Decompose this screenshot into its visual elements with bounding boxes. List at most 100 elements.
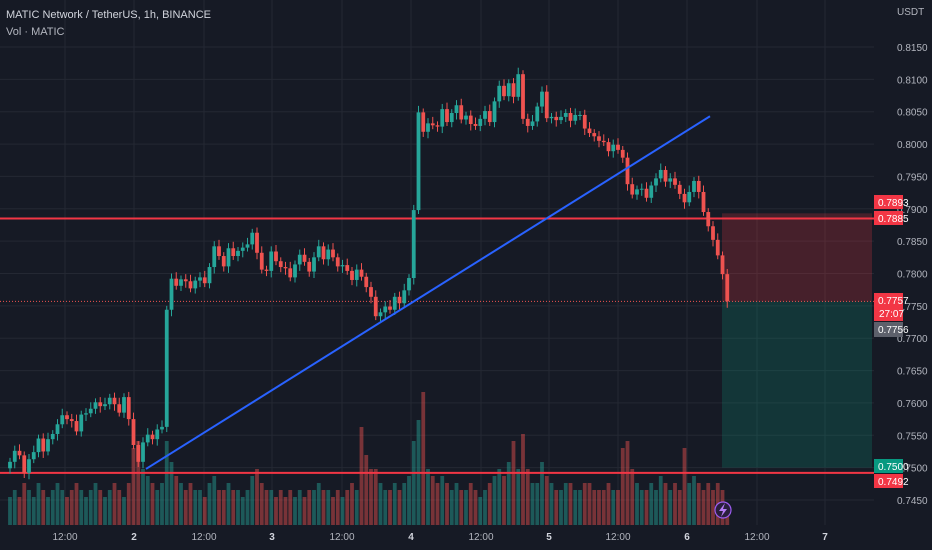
volume-bar (402, 483, 407, 525)
volume-bar (440, 476, 445, 525)
candle-body (525, 118, 530, 126)
candle-body (530, 121, 535, 126)
volume-legend[interactable]: Vol · MATIC (6, 26, 65, 38)
candle-body (692, 180, 696, 192)
candle-body (74, 421, 79, 432)
volume-bar (274, 497, 278, 525)
volume-bar (511, 441, 516, 525)
volume-bar (297, 490, 302, 525)
candle-body (487, 111, 492, 123)
volume-bar (36, 483, 41, 525)
candle-body (682, 193, 687, 203)
candle-body (22, 455, 27, 473)
stop-loss-zone (722, 213, 872, 302)
volume-bar (255, 469, 259, 525)
volume-bar (492, 476, 497, 525)
candle-body (164, 309, 169, 427)
volume-bar (335, 490, 340, 525)
volume-bar (207, 483, 212, 525)
volume-bar (98, 490, 103, 525)
volume-bar (316, 483, 321, 525)
time-axis[interactable]: 12:00 2 12:00 3 12:00 4 12:00 5 12:00 6 12:00 7 (52, 532, 828, 543)
volume-bar (663, 483, 668, 525)
volume-bar (611, 490, 616, 525)
y-tick-label: 0.7550 (897, 431, 928, 442)
y-tick-label: 0.7500 (897, 464, 928, 475)
candle-body (521, 74, 525, 119)
candle-body (160, 426, 164, 430)
candle-body (587, 128, 592, 134)
x-tick-label: 2 (131, 532, 137, 543)
x-tick-label: 7 (822, 532, 828, 543)
candle-body (402, 290, 407, 304)
symbol-legend[interactable]: MATIC Network / TetherUS, 1h, BINANCE (6, 9, 211, 21)
volume-bar (521, 434, 525, 525)
volume-bar (50, 490, 55, 525)
volume-bar (112, 483, 117, 525)
x-tick-label: 4 (408, 532, 414, 543)
candle-body (687, 191, 692, 203)
volume-bar (122, 497, 126, 525)
volume-bar (221, 490, 226, 525)
volume-bar (483, 490, 487, 525)
volume-bar (331, 497, 335, 525)
volume-bar (473, 490, 478, 525)
volume-bar (373, 469, 378, 525)
volume-bar (46, 497, 50, 525)
trend-line-segment (145, 115, 711, 470)
volume-bar (136, 441, 141, 525)
volume-bar (407, 476, 411, 525)
volume-bar (321, 490, 326, 525)
trend-line[interactable] (145, 115, 711, 470)
candle-body (264, 269, 269, 271)
volume-bar (506, 462, 511, 525)
volume-bar (635, 483, 639, 525)
candle-body (145, 434, 150, 443)
candle-body (430, 123, 435, 126)
candle-body (8, 461, 12, 469)
volume-bar (160, 483, 164, 525)
price-axis-background (874, 0, 932, 550)
lightning-icon[interactable] (714, 501, 732, 519)
volume-bar (183, 490, 188, 525)
volume-bar (60, 490, 65, 525)
candle-body (69, 419, 74, 422)
volume-bar (179, 483, 183, 525)
target-tag: 0.7500 (878, 462, 909, 473)
volume-bar (677, 490, 682, 525)
candle-body (321, 246, 326, 260)
volume-bar (601, 490, 606, 525)
y-tick-label: 0.7750 (897, 302, 928, 313)
candle-body (497, 85, 502, 102)
candle-body (316, 246, 321, 258)
volume-bar (554, 490, 559, 525)
horizontal-levels[interactable] (0, 217, 874, 474)
price-axis[interactable]: USDT 0.8150 0.8100 0.8050 0.8000 0.7950 0.790… (874, 0, 932, 550)
candle-body (606, 142, 611, 152)
candle-body (582, 114, 587, 129)
upper-stop-tag: 0.7893 (878, 198, 909, 209)
volume-bar (421, 392, 426, 525)
candle-body (103, 404, 107, 407)
volume-bar (616, 490, 620, 525)
volume-bar (117, 490, 122, 525)
volume-bar (293, 497, 297, 525)
y-tick-label: 0.7450 (897, 496, 928, 507)
candle-body (511, 83, 516, 97)
y-tick-label: 0.8000 (897, 140, 928, 151)
volume-bar (644, 490, 649, 525)
candle-body (55, 424, 60, 434)
volume-bar (654, 490, 658, 525)
volume-bar (673, 483, 677, 525)
candle-body (302, 254, 307, 262)
x-tick-label: 12:00 (191, 532, 216, 543)
candle-body (715, 239, 720, 256)
candle-body (136, 444, 141, 462)
y-tick-label: 0.7950 (897, 172, 928, 183)
volume-bar (478, 497, 483, 525)
volume-bar (31, 497, 36, 525)
target-tag-bg (874, 459, 903, 473)
volume-bar (198, 490, 202, 525)
candle-body (544, 91, 549, 119)
